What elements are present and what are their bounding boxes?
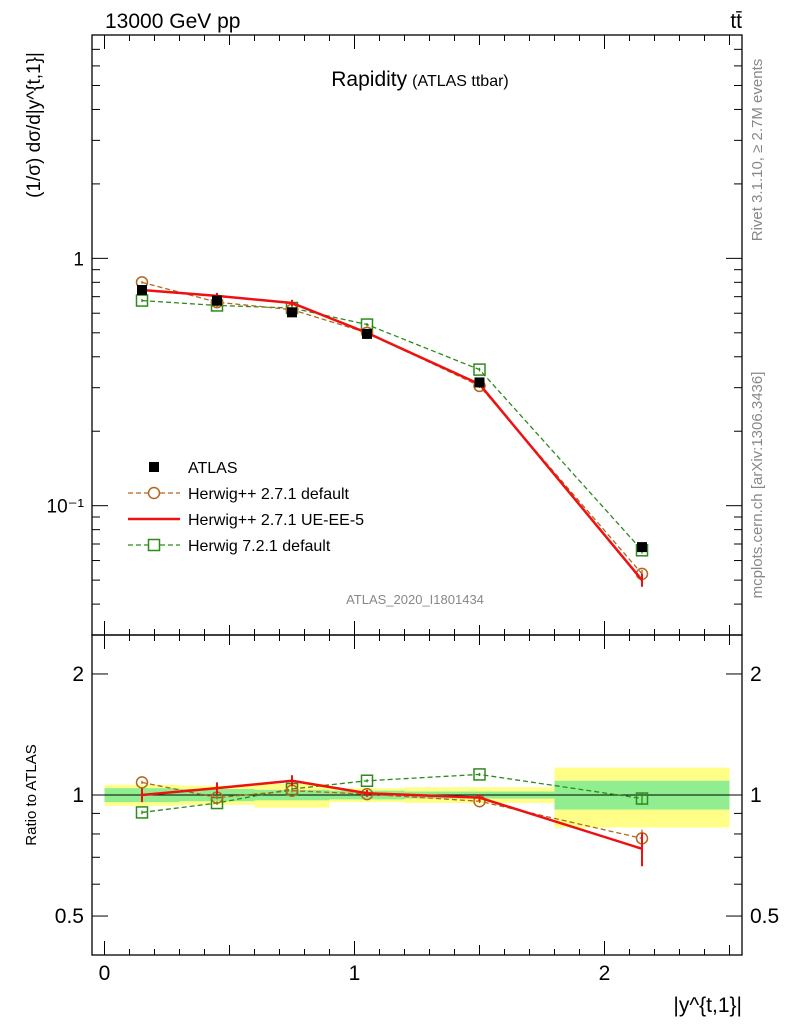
- legend-label: ATLAS: [188, 460, 238, 477]
- main-herwig-7-2-1-default-point: [473, 363, 486, 376]
- x-axis-label: |y^{t,1}|: [673, 994, 742, 1017]
- process-label: tt̄: [730, 10, 742, 33]
- x-tick-label: 1: [349, 962, 361, 985]
- ratio-herwig-2-7-1-default-point: [135, 776, 149, 789]
- main-atlas-point: [637, 542, 647, 553]
- main-atlas-point: [287, 307, 297, 318]
- main-herwig-2-7-1-default-line: [141, 281, 643, 575]
- ratio-herwig-7-2-1-default-point: [360, 774, 374, 788]
- ratio-y-axis-label: Ratio to ATLAS: [23, 744, 40, 845]
- main-atlas-point: [362, 328, 372, 339]
- legend-marker-circle: [147, 486, 161, 500]
- x-tick-label: 2: [599, 962, 611, 985]
- ratio-y-tick-label-right: 2: [750, 663, 762, 686]
- ratio-y-tick-label: 1: [72, 784, 84, 807]
- legend-marker-atlas: [149, 462, 159, 472]
- plot-title-main: Rapidity: [331, 68, 407, 91]
- main-y-axis-label: (1/σ) dσ/d|y^{t,1}|: [24, 52, 45, 198]
- mcplots-label: mcplots.cern.ch [arXiv:1306.3436]: [749, 372, 766, 599]
- legend-label: Herwig 7.2.1 default: [188, 538, 331, 555]
- energy-label: 13000 GeV pp: [105, 10, 240, 33]
- ratio-herwig-2-7-1-ue-ee-5-line: [141, 779, 643, 850]
- main-atlas-point: [137, 284, 147, 295]
- legend-label: Herwig++ 2.7.1 UE-EE-5: [188, 512, 364, 529]
- rivet-version-label: Rivet 3.1.10, ≥ 2.7M events: [749, 59, 766, 242]
- plot-title: Rapidity (ATLAS ttbar): [331, 68, 509, 91]
- ratio-herwig-7-2-1-default-point: [135, 806, 149, 819]
- main-herwig-2-7-1-ue-ee-5-line: [141, 288, 643, 581]
- main-herwig-7-2-1-default-point: [135, 294, 149, 307]
- ratio-y-tick-label: 2: [72, 663, 84, 686]
- analysis-id-label: ATLAS_2020_I1801434: [346, 592, 484, 607]
- legend-marker-square: [147, 538, 161, 552]
- x-tick-label: 0: [99, 962, 111, 985]
- ratio-herwig-7-2-1-default-point: [635, 792, 649, 805]
- main-atlas-point: [474, 377, 485, 388]
- main-herwig-7-2-1-default-line: [141, 299, 643, 551]
- ratio-y-tick-label-right: 0.5: [750, 905, 779, 928]
- ratio-y-tick-label: 0.5: [55, 905, 84, 928]
- plot-title-suffix: (ATLAS ttbar): [412, 73, 509, 90]
- main-y-tick-label: 10⁻¹: [47, 497, 85, 518]
- ratio-y-tick-label-right: 1: [750, 784, 762, 807]
- main-atlas-point: [212, 295, 222, 306]
- ratio-herwig-7-2-1-default-point: [473, 768, 486, 781]
- legend-label: Herwig++ 2.7.1 default: [188, 486, 350, 503]
- main-y-tick-label: 1: [73, 249, 84, 270]
